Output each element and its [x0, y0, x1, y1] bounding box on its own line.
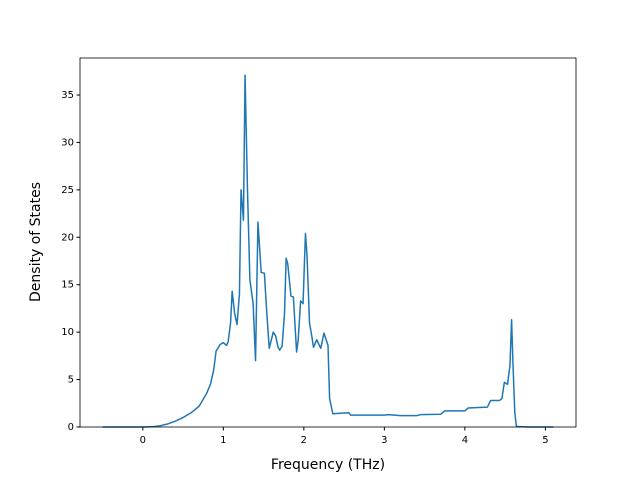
y-tick-label: 25: [61, 185, 74, 196]
plot-frame: [79, 57, 577, 428]
x-tick-label: 5: [542, 435, 548, 446]
x-tick-label: 3: [381, 435, 387, 446]
y-tick-label: 5: [68, 375, 74, 386]
x-tick-label: 2: [301, 435, 307, 446]
x-axis-label: Frequency (THz): [271, 457, 385, 473]
x-tick-label: 0: [140, 435, 146, 446]
x-tick-label: 4: [462, 435, 468, 446]
y-tick-label: 30: [61, 137, 74, 148]
y-tick-label: 20: [61, 232, 74, 243]
x-tick-label: 1: [220, 435, 226, 446]
line-series: [102, 74, 554, 428]
y-axis-label: Density of States: [28, 182, 44, 302]
y-tick-label: 0: [68, 422, 74, 433]
y-tick-label: 10: [61, 327, 74, 338]
y-tick-label: 15: [61, 280, 74, 291]
y-tick-label: 35: [61, 90, 74, 101]
